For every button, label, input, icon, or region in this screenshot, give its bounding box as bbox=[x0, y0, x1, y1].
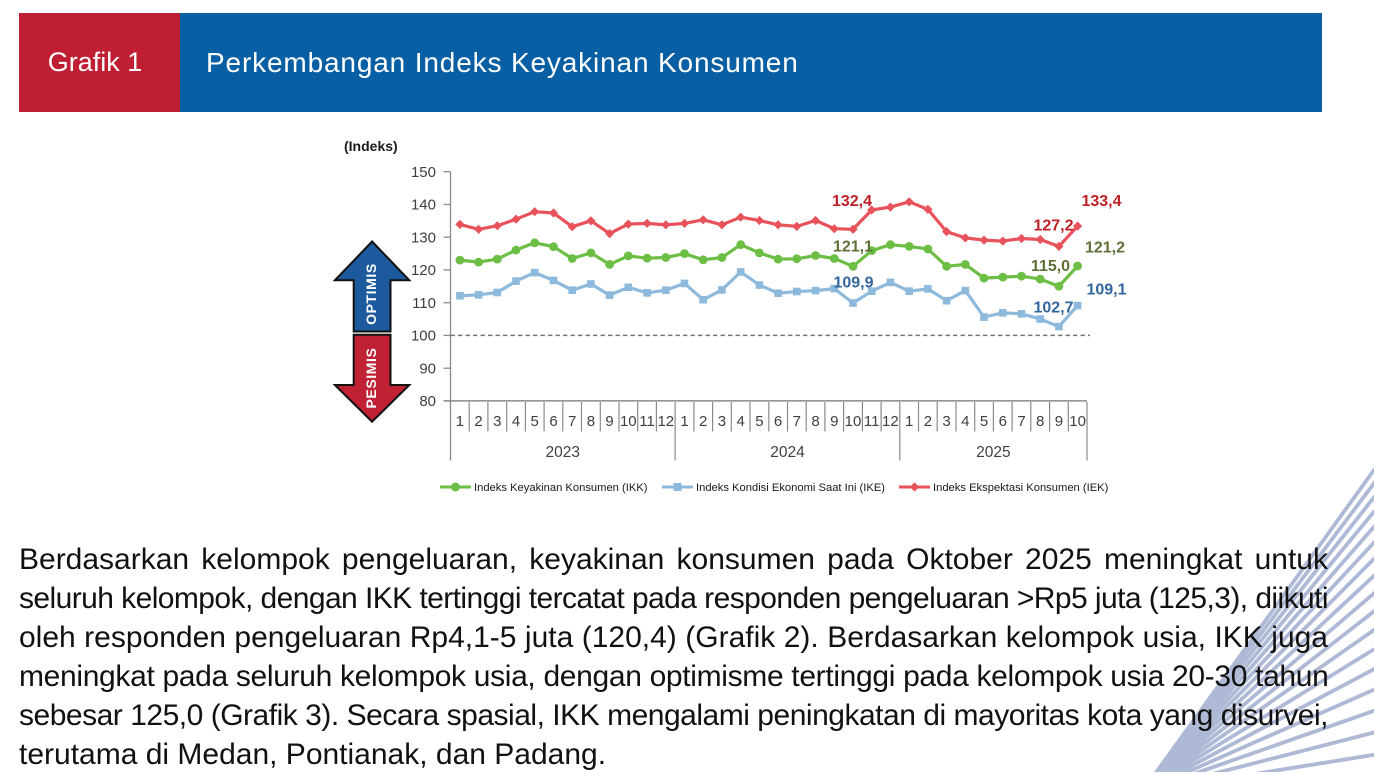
svg-text:1: 1 bbox=[905, 413, 913, 430]
svg-text:5: 5 bbox=[980, 413, 988, 430]
svg-text:9: 9 bbox=[1055, 413, 1063, 430]
svg-text:2: 2 bbox=[699, 413, 707, 430]
svg-text:7: 7 bbox=[1017, 413, 1025, 430]
svg-text:110: 110 bbox=[412, 295, 436, 312]
svg-text:121,1: 121,1 bbox=[833, 239, 873, 256]
svg-text:11: 11 bbox=[864, 413, 880, 430]
svg-text:4: 4 bbox=[737, 413, 745, 430]
svg-text:109,1: 109,1 bbox=[1086, 282, 1126, 299]
svg-text:10: 10 bbox=[1069, 413, 1086, 430]
svg-text:7: 7 bbox=[568, 413, 576, 430]
svg-text:8: 8 bbox=[1036, 413, 1044, 430]
svg-text:3: 3 bbox=[942, 413, 950, 430]
svg-text:PESIMIS: PESIMIS bbox=[363, 348, 379, 409]
svg-text:5: 5 bbox=[755, 413, 763, 430]
svg-text:109,9: 109,9 bbox=[833, 275, 873, 292]
svg-text:120: 120 bbox=[411, 262, 436, 279]
svg-text:133,4: 133,4 bbox=[1081, 193, 1121, 210]
svg-text:6: 6 bbox=[774, 413, 782, 430]
svg-text:2: 2 bbox=[474, 413, 482, 430]
svg-text:132,4: 132,4 bbox=[832, 193, 872, 210]
svg-text:1: 1 bbox=[680, 413, 688, 430]
svg-text:10: 10 bbox=[620, 413, 637, 430]
svg-text:102,7: 102,7 bbox=[1033, 300, 1073, 317]
svg-text:12: 12 bbox=[882, 413, 899, 430]
svg-text:Indeks Ekspektasi Konsumen (IE: Indeks Ekspektasi Konsumen (IEK) bbox=[933, 482, 1109, 494]
svg-text:150: 150 bbox=[411, 164, 436, 181]
svg-text:10: 10 bbox=[845, 413, 862, 430]
svg-text:11: 11 bbox=[639, 413, 655, 430]
svg-text:80: 80 bbox=[419, 393, 436, 410]
svg-text:OPTIMIS: OPTIMIS bbox=[363, 263, 379, 325]
svg-text:90: 90 bbox=[419, 360, 436, 377]
svg-text:115,0: 115,0 bbox=[1031, 258, 1070, 275]
svg-text:9: 9 bbox=[605, 413, 613, 430]
svg-text:(Indeks): (Indeks) bbox=[344, 138, 398, 154]
svg-text:4: 4 bbox=[512, 413, 520, 430]
svg-text:3: 3 bbox=[718, 413, 726, 430]
svg-text:140: 140 bbox=[411, 197, 436, 214]
svg-text:130: 130 bbox=[411, 229, 436, 246]
svg-text:4: 4 bbox=[961, 413, 969, 430]
svg-text:6: 6 bbox=[549, 413, 557, 430]
svg-text:12: 12 bbox=[657, 413, 674, 430]
svg-text:7: 7 bbox=[793, 413, 801, 430]
svg-text:127,2: 127,2 bbox=[1033, 218, 1073, 235]
svg-text:100: 100 bbox=[411, 328, 436, 345]
svg-text:8: 8 bbox=[811, 413, 819, 430]
svg-text:1: 1 bbox=[456, 413, 464, 430]
svg-text:5: 5 bbox=[531, 413, 539, 430]
svg-text:Indeks Keyakinan Konsumen (IKK: Indeks Keyakinan Konsumen (IKK) bbox=[474, 482, 648, 494]
svg-text:3: 3 bbox=[493, 413, 501, 430]
svg-text:121,2: 121,2 bbox=[1085, 240, 1125, 257]
svg-text:9: 9 bbox=[830, 413, 838, 430]
svg-text:8: 8 bbox=[587, 413, 595, 430]
svg-text:Indeks Kondisi Ekonomi Saat In: Indeks Kondisi Ekonomi Saat Ini (IKE) bbox=[696, 482, 885, 494]
svg-text:2: 2 bbox=[924, 413, 932, 430]
svg-text:6: 6 bbox=[999, 413, 1007, 430]
svg-text:2024: 2024 bbox=[770, 444, 805, 461]
svg-text:2023: 2023 bbox=[546, 444, 580, 461]
svg-text:2025: 2025 bbox=[976, 444, 1010, 461]
